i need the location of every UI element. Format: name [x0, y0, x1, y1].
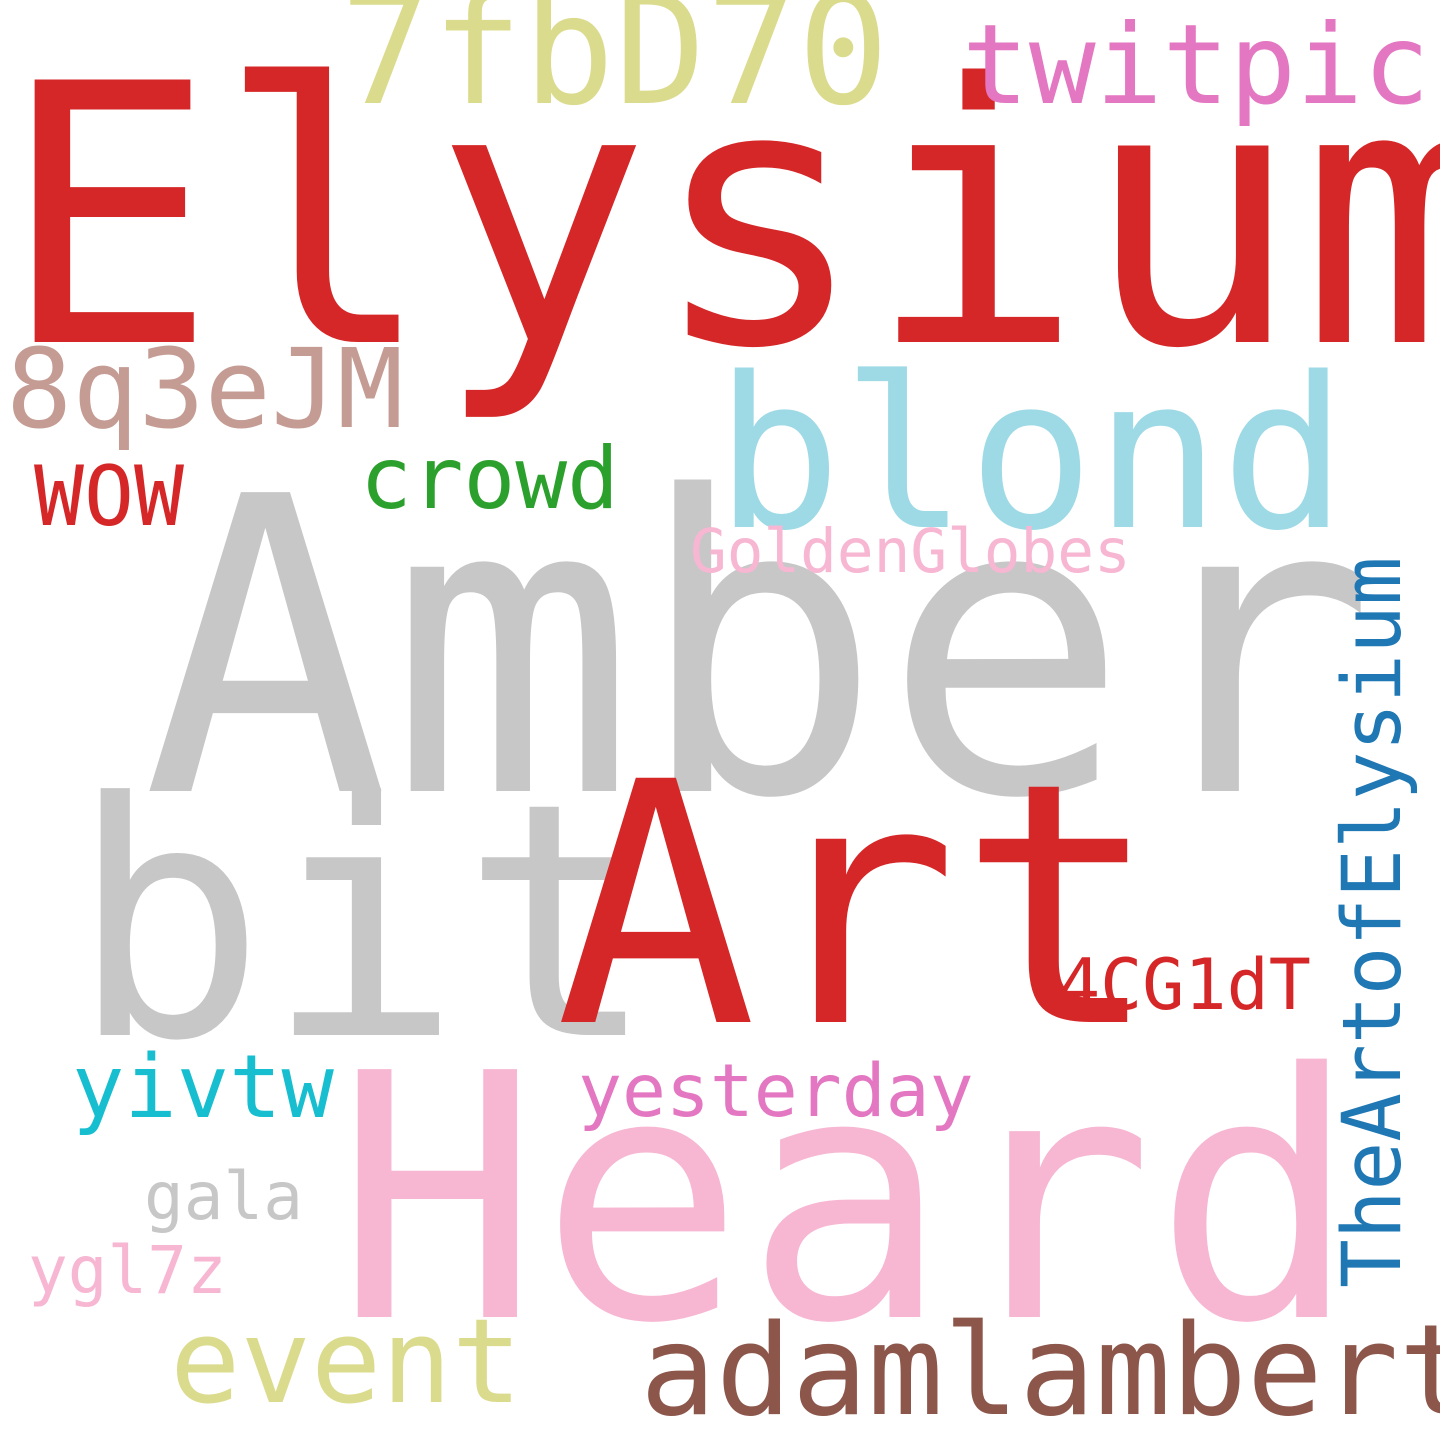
word-7fbd70: 7fbD70	[340, 0, 890, 139]
word-ygl7z: ygl7z	[28, 1232, 227, 1309]
word-art: Art	[555, 712, 1161, 1102]
word-goldenglobes: GoldenGlobes	[690, 516, 1131, 587]
word-wow: WOW	[34, 448, 184, 545]
word-blond: blond	[715, 332, 1348, 577]
word-twitpic: twitpic	[962, 1, 1430, 130]
word-gala: gala	[144, 1158, 303, 1235]
word-crowd: crowd	[360, 429, 619, 529]
word-adamlambert: adamlambert	[640, 1297, 1440, 1440]
word-8q3ejm: 8q3eJM	[6, 325, 404, 453]
word-theartofelysium: TheArtofElysium	[1326, 556, 1420, 1289]
word-yivtw: yivtw	[72, 1036, 334, 1138]
word-4cg1dt: 4CG1dT	[1058, 944, 1311, 1026]
word-yesterday: yesterday	[578, 1049, 974, 1134]
word-amber: Amber	[142, 410, 1377, 888]
word-event: event	[170, 1293, 523, 1430]
word-elysium: Elysium	[0, 8, 1440, 427]
word-heard: Heard	[335, 1002, 1359, 1398]
word-bit: bit	[70, 733, 657, 1112]
